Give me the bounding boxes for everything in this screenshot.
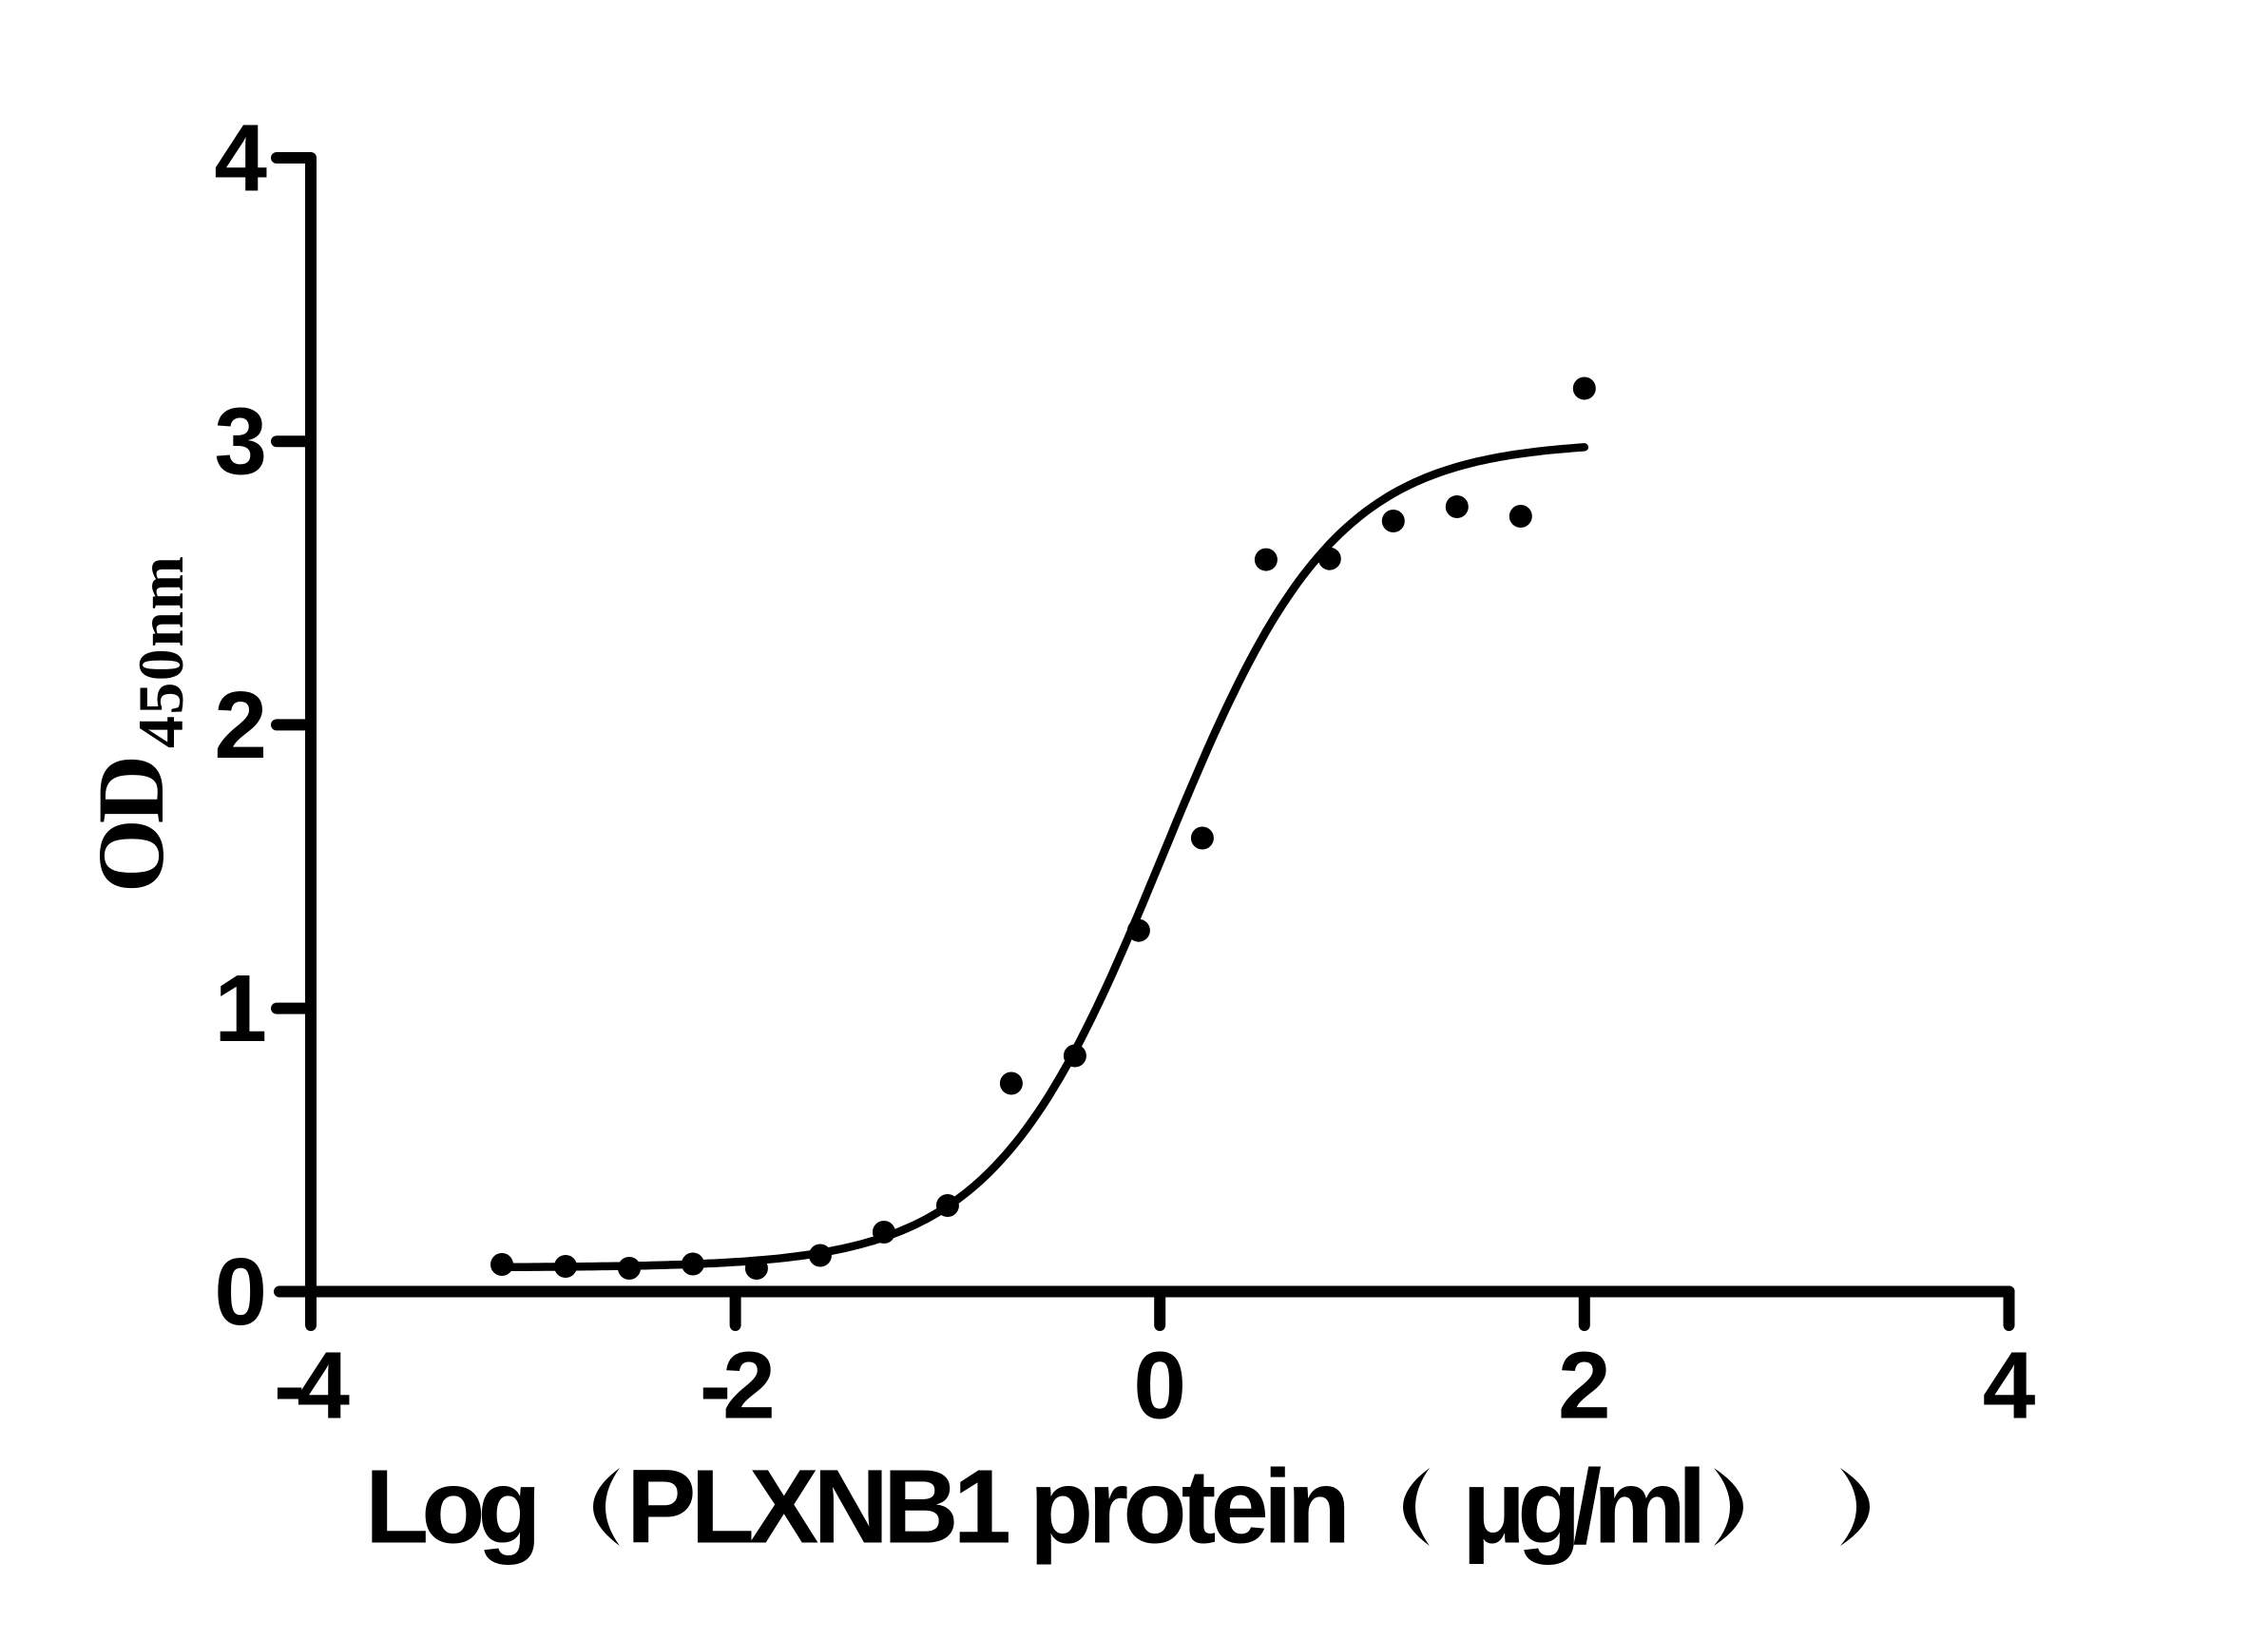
svg-text:0: 0	[1133, 1333, 1186, 1439]
svg-text:Log: Log	[365, 1449, 534, 1566]
svg-text:4: 4	[214, 105, 267, 211]
svg-text:-2: -2	[700, 1333, 772, 1439]
svg-text:1: 1	[214, 955, 267, 1062]
svg-text:4: 4	[1983, 1333, 2036, 1439]
svg-text:2: 2	[1558, 1333, 1611, 1439]
svg-text:2: 2	[214, 672, 267, 779]
svg-text:450nm: 450nm	[125, 555, 197, 748]
svg-text:OD: OD	[78, 759, 183, 893]
svg-text:μg/ml: μg/ml	[1462, 1449, 1700, 1566]
svg-text:PLXNB1 protein: PLXNB1 protein	[626, 1449, 1345, 1566]
svg-text:3: 3	[214, 389, 267, 495]
svg-text:-4: -4	[274, 1333, 350, 1439]
svg-text:0: 0	[214, 1239, 267, 1345]
